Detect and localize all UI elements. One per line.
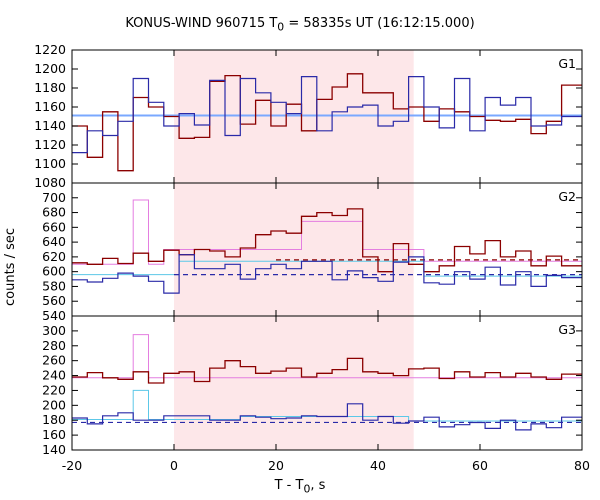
g2-ytick-label: 640 [42, 234, 66, 249]
g1-ytick-label: 1200 [34, 61, 66, 76]
g1-ytick-label: 1100 [34, 156, 66, 171]
g2-blue-series [72, 254, 582, 294]
chart-title: KONUS-WIND 960715 T0 = 58335s UT (16:12:… [0, 16, 600, 34]
g1-ytick-label: 1160 [34, 99, 66, 114]
y-axis-label-text: counts / sec [2, 227, 18, 306]
x-tick-label: 20 [268, 458, 284, 473]
g3-ytick-label: 240 [42, 368, 66, 383]
g3-ytick-label: 300 [42, 323, 66, 338]
panel-label-g3: G3 [558, 322, 576, 337]
g3-frame [71, 315, 583, 451]
g1-ytick-label: 1180 [34, 80, 66, 95]
x-axis-label: T - T0, s [0, 478, 600, 496]
x-label-main: T - T [274, 478, 304, 493]
g1-ytick-label: 1120 [34, 137, 66, 152]
g2-ytick-label: 540 [42, 308, 66, 323]
g2-ytick-label: 560 [42, 293, 66, 308]
x-label-subscript: 0 [303, 482, 311, 496]
g1-blue-series [72, 76, 582, 154]
g2-ytick-label: 680 [42, 205, 66, 220]
x-tick-label: 0 [170, 458, 178, 473]
x-tick-label: -20 [62, 458, 82, 473]
g3-ytick-label: 160 [42, 427, 66, 442]
g2-pink-series [72, 199, 582, 265]
g2-red-series [72, 208, 582, 273]
g1-ytick-label: 1220 [34, 42, 66, 57]
g1-ytick-label: 1140 [34, 118, 66, 133]
g1-red-series [72, 73, 582, 172]
g2-ytick-label: 620 [42, 249, 66, 264]
g3-ytick-label: 220 [42, 382, 66, 397]
y-axis-label: counts / sec [1, 228, 19, 306]
x-label-rest: , s [310, 478, 326, 493]
g3-ytick-label: 180 [42, 412, 66, 427]
g3-ytick-label: 280 [42, 338, 66, 353]
g3-pink-series [72, 334, 582, 379]
x-tick-label: 40 [370, 458, 386, 473]
title-rest: = 58335s UT (16:12:15.000) [284, 16, 475, 31]
x-tick-label: 80 [574, 458, 590, 473]
title-main: KONUS-WIND 960715 T [125, 16, 278, 31]
panel-label-g2: G2 [558, 189, 576, 204]
g3-ytick-label: 200 [42, 397, 66, 412]
title-subscript: 0 [277, 20, 285, 34]
g3-blue-series [72, 403, 582, 431]
g3-red-series [72, 357, 582, 384]
g1-ytick-label: 1080 [34, 175, 66, 190]
x-tick-label: 60 [472, 458, 488, 473]
g2-ytick-label: 660 [42, 219, 66, 234]
g3-ytick-label: 140 [42, 442, 66, 457]
panel-label-g1: G1 [558, 56, 576, 71]
g2-ytick-label: 580 [42, 278, 66, 293]
g2-ytick-label: 700 [42, 190, 66, 205]
g2-ytick-label: 600 [42, 264, 66, 279]
g3-ytick-label: 260 [42, 353, 66, 368]
